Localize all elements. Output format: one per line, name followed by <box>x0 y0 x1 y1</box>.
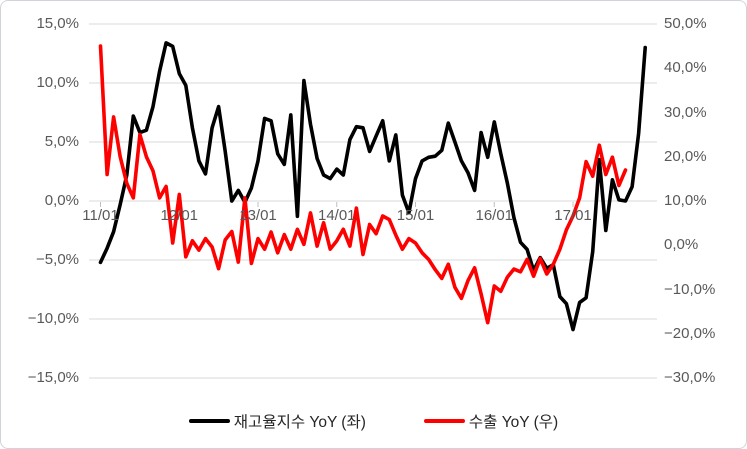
right-axis-tick-label: 20,0% <box>664 147 707 165</box>
legend-item-inventory-index: 재고율지수 YoY (좌) <box>188 410 366 432</box>
right-axis-tick-label: 40,0% <box>664 59 707 77</box>
x-axis-tick-label: 15/01 <box>396 207 435 224</box>
x-axis-tick-label: 11/01 <box>82 207 119 224</box>
right-axis-tick-label: −10,0% <box>664 280 716 298</box>
x-axis-tick-label: 17/01 <box>554 207 592 224</box>
inventory-index-line <box>98 41 648 332</box>
x-axis-tick-label: 14/01 <box>317 207 356 224</box>
left-axis-tick-label: 0,0% <box>44 192 79 209</box>
x-axis-tick-label: 12/01 <box>160 207 199 224</box>
right-axis-tick-label: −20,0% <box>664 324 716 342</box>
left-axis-tick-label: −5,0% <box>36 251 79 268</box>
x-axis-tick-label: 16/01 <box>475 207 514 224</box>
legend-label-inventory-index: 재고율지수 YoY (좌) <box>233 414 366 431</box>
legend-label-exports: 수출 YoY (우) <box>468 414 559 431</box>
black-line-swatch <box>188 419 230 423</box>
red-line-swatch <box>423 419 465 423</box>
right-axis-tick-label: 30,0% <box>664 103 707 121</box>
right-axis-tick-label: 10,0% <box>664 192 707 209</box>
right-axis-tick-label: 0,0% <box>664 236 699 254</box>
left-axis-tick-label: 10,0% <box>36 74 79 91</box>
legend-item-exports: 수출 YoY (우) <box>423 410 559 432</box>
right-axis-tick-label: −30,0% <box>664 369 716 386</box>
legend: 재고율지수 YoY (좌) 수출 YoY (우) <box>1 406 746 436</box>
x-axis-tick-label: 13/01 <box>239 207 277 224</box>
left-axis-tick-label: 15,0% <box>36 15 79 32</box>
left-axis-tick-label: −10,0% <box>27 310 79 327</box>
left-axis-tick-label: 5,0% <box>44 133 79 150</box>
right-axis-tick-label: 50,0% <box>664 15 707 32</box>
exports-line <box>98 44 628 325</box>
left-axis-tick-label: −15,0% <box>27 369 79 386</box>
